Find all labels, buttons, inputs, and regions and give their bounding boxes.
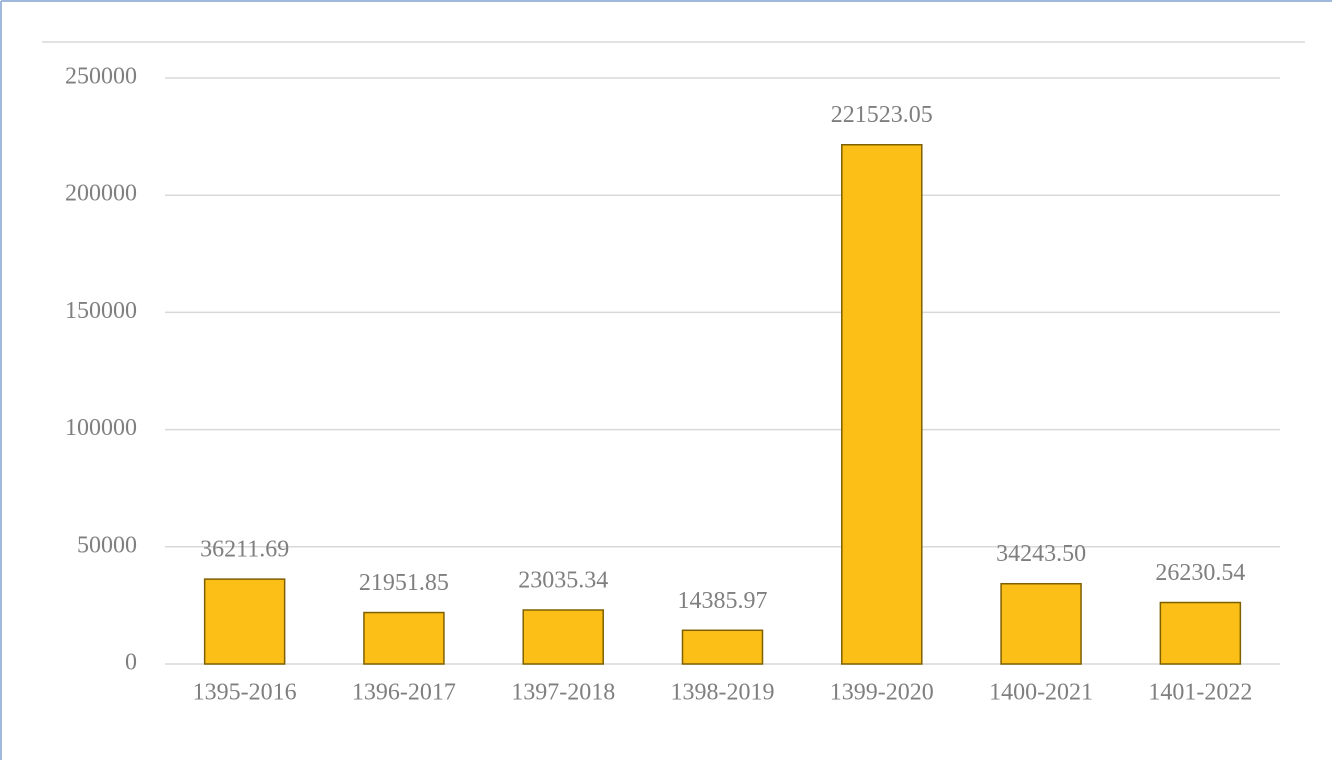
data-label: 34243.50 xyxy=(996,541,1086,567)
data-label: 221523.05 xyxy=(831,102,933,128)
y-tick-label: 100000 xyxy=(65,415,137,441)
bar xyxy=(841,143,923,665)
y-tick-label: 250000 xyxy=(65,64,137,90)
bar xyxy=(681,629,764,665)
y-tick-label: 0 xyxy=(125,650,137,676)
bar xyxy=(522,609,604,665)
data-label: 26230.54 xyxy=(1155,560,1245,586)
data-label: 14385.97 xyxy=(678,588,768,614)
bar xyxy=(1000,582,1082,665)
bar xyxy=(363,611,445,665)
x-tick-label: 1397-2018 xyxy=(511,680,615,706)
x-tick-label: 1398-2019 xyxy=(671,680,775,706)
x-tick-label: 1400-2021 xyxy=(989,680,1093,706)
data-label: 21951.85 xyxy=(359,570,449,596)
data-label: 23035.34 xyxy=(518,568,608,594)
x-tick-label: 1401-2022 xyxy=(1148,680,1252,706)
data-label: 36211.69 xyxy=(200,537,289,563)
x-tick-label: 1399-2020 xyxy=(830,680,934,706)
y-tick-label: 150000 xyxy=(65,298,137,324)
bar xyxy=(1159,601,1242,665)
x-tick-label: 1395-2016 xyxy=(193,680,297,706)
y-tick-label: 50000 xyxy=(77,532,137,558)
y-tick-label: 200000 xyxy=(65,181,137,207)
bar xyxy=(203,578,286,665)
x-tick-label: 1396-2017 xyxy=(352,680,456,706)
